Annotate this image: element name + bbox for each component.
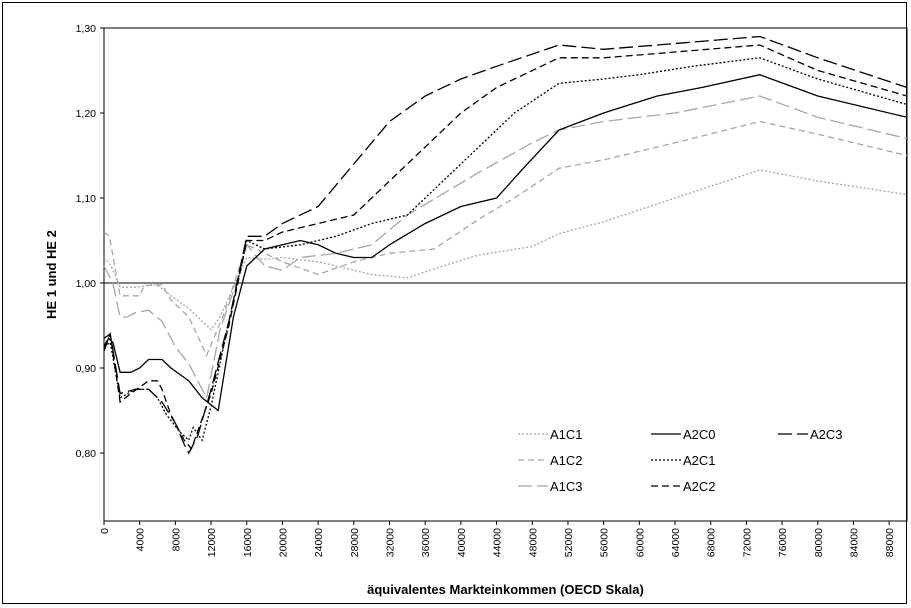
x-tick-label: 36000 (420, 528, 432, 557)
y-tick-label: 1,10 (76, 193, 97, 205)
legend-label-a2c0: A2C0 (683, 427, 716, 442)
legend-label-a2c2: A2C2 (683, 479, 716, 494)
series-group (103, 35, 908, 455)
x-tick-label: 68000 (706, 528, 718, 557)
x-tick-label: 20000 (277, 528, 289, 557)
x-tick-label: 64000 (670, 528, 682, 557)
x-tick-label: 88000 (884, 528, 896, 557)
x-tick-label: 76000 (777, 528, 789, 557)
y-axis: 0,80 0,90 1,00 1,10 1,20 1,30 (76, 23, 104, 460)
x-tick-label: 12000 (206, 528, 218, 557)
y-axis-title: HE 1 und HE 2 (44, 230, 59, 319)
x-tick-label: 84000 (848, 528, 860, 557)
y-tick-label: 1,30 (76, 23, 97, 35)
legend: A1C1 A2C0 A2C3 A1C2 A2C1 A1C3 A2C2 (518, 427, 843, 494)
x-tick-label: 28000 (349, 528, 361, 557)
x-tick-label: 40000 (456, 528, 468, 557)
legend-label-a2c1: A2C1 (683, 453, 716, 468)
y-tick-label: 0,90 (76, 363, 97, 375)
legend-label-a1c1: A1C1 (550, 427, 583, 442)
x-tick-label: 24000 (313, 528, 325, 557)
plot-area-border (103, 27, 908, 522)
x-tick-label: 8000 (170, 528, 182, 552)
x-tick-label: 80000 (813, 528, 825, 557)
legend-label-a2c3: A2C3 (810, 427, 843, 442)
x-tick-label: 0 (99, 528, 111, 534)
y-tick-label: 1,00 (76, 278, 97, 290)
series-line-a1c2 (103, 120, 908, 357)
x-tick-label: 60000 (634, 528, 646, 557)
x-tick-label: 4000 (135, 528, 147, 552)
x-tick-label: 52000 (563, 528, 575, 557)
series-line-a2c0 (103, 74, 908, 412)
x-axis-title: äquivalentes Markteinkommen (OECD Skala) (367, 582, 644, 597)
x-tick-label: 16000 (242, 528, 254, 557)
series-line-a2c1 (103, 57, 908, 442)
x-tick-label: 48000 (527, 528, 539, 557)
legend-label-a1c3: A1C3 (550, 479, 583, 494)
series-line-a1c3 (103, 95, 908, 400)
x-tick-label: 56000 (599, 528, 611, 557)
legend-label-a1c2: A1C2 (550, 453, 583, 468)
y-tick-label: 0,80 (76, 448, 97, 460)
x-tick-label: 44000 (492, 528, 504, 557)
x-tick-label: 32000 (385, 528, 397, 557)
y-tick-label: 1,20 (76, 108, 97, 120)
x-tick-label: 72000 (741, 528, 753, 557)
series-line-a1c1 (103, 169, 908, 331)
x-axis: 0 4000 8000 12000 16000 20000 24000 28000 32000 3… (99, 521, 896, 557)
series-line-a2c3 (103, 35, 908, 455)
series-line-a2c2 (103, 44, 908, 450)
